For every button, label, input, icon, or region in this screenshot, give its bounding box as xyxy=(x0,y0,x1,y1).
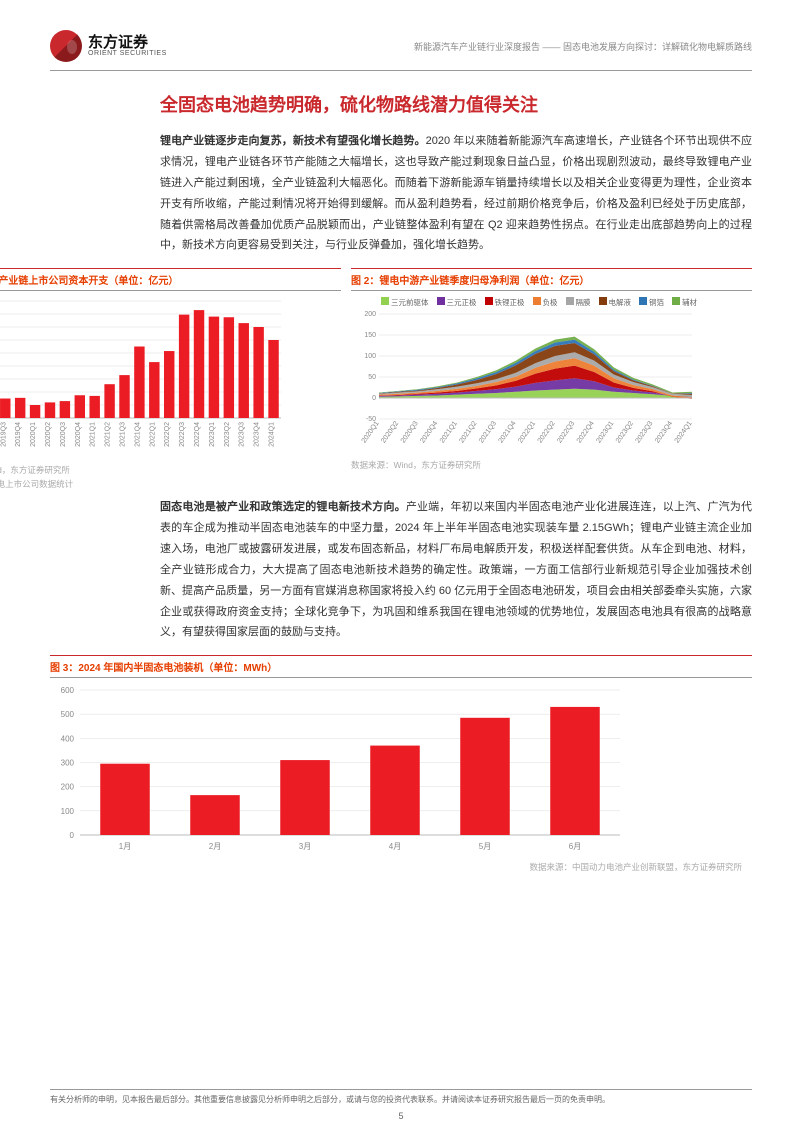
svg-text:1月: 1月 xyxy=(119,842,131,851)
svg-text:2020Q2: 2020Q2 xyxy=(45,422,52,447)
svg-text:2021Q3: 2021Q3 xyxy=(478,420,498,445)
svg-text:2020Q3: 2020Q3 xyxy=(400,420,420,445)
paragraph-2: 固态电池是被产业和政策选定的锂电新技术方向。产业端，年初以来国内半固态电池产业化… xyxy=(160,497,752,643)
page-header: 东方证券 ORIENT SECURITIES 新能源汽车产业链行业深度报告 ——… xyxy=(50,30,752,71)
paragraph-1: 锂电产业链逐步走向复苏，新技术有望强化增长趋势。2020 年以来随着新能源汽车高… xyxy=(160,131,752,256)
svg-text:2月: 2月 xyxy=(209,842,221,851)
page-number: 5 xyxy=(0,1111,802,1121)
svg-text:2022Q3: 2022Q3 xyxy=(179,422,186,447)
svg-text:4月: 4月 xyxy=(389,842,401,851)
svg-text:500: 500 xyxy=(61,711,75,720)
svg-text:3月: 3月 xyxy=(299,842,311,851)
svg-text:5月: 5月 xyxy=(479,842,491,851)
svg-text:2021Q2: 2021Q2 xyxy=(105,422,112,447)
svg-text:2024Q1: 2024Q1 xyxy=(674,420,694,445)
svg-text:2020Q1: 2020Q1 xyxy=(361,420,381,445)
chart2-title: 图 2：锂电中游产业链季度归母净利润（单位：亿元） xyxy=(351,268,752,291)
svg-text:2021Q3: 2021Q3 xyxy=(120,422,127,447)
svg-text:2023Q4: 2023Q4 xyxy=(654,420,674,445)
svg-text:100: 100 xyxy=(61,807,75,816)
chart2-container: 图 2：锂电中游产业链季度归母净利润（单位：亿元） 三元前驱体三元正极铁锂正极负… xyxy=(351,268,752,491)
chart2-svg: -500501001502002020Q12020Q22020Q32020Q42… xyxy=(351,310,752,455)
svg-text:2020Q3: 2020Q3 xyxy=(60,422,67,447)
chart3-container: 图 3：2024 年国内半固态电池装机（单位：MWh） 0 100 200 300 40… xyxy=(0,655,752,874)
chart3-title: 图 3：2024 年国内半固态电池装机（单位：MWh） xyxy=(50,655,752,678)
svg-text:2023Q4: 2023Q4 xyxy=(254,422,261,447)
chart1-source: 数据来源：Wind，东方证券研究所 xyxy=(0,465,341,477)
svg-text:600: 600 xyxy=(61,686,75,695)
svg-text:2024Q1: 2024Q1 xyxy=(269,422,276,447)
para1-body: 2020 年以来随着新能源汽车高速增长，产业链各个环节出现供不应求情况，锂电产业… xyxy=(160,135,752,251)
svg-text:50: 50 xyxy=(368,374,376,381)
svg-text:2020Q2: 2020Q2 xyxy=(380,420,400,445)
para1-lead: 锂电产业链逐步走向复苏，新技术有望强化增长趋势。 xyxy=(160,135,426,147)
logo-icon xyxy=(50,30,82,62)
svg-text:2021Q4: 2021Q4 xyxy=(134,422,141,447)
chart2-legend: 三元前驱体三元正极铁锂正极负极隔膜电解液铜箔辅材 xyxy=(351,295,752,310)
svg-text:100: 100 xyxy=(364,353,376,360)
svg-text:2020Q1: 2020Q1 xyxy=(30,422,37,447)
svg-text:0: 0 xyxy=(70,831,75,840)
svg-text:2022Q1: 2022Q1 xyxy=(517,420,537,445)
footer-disclaimer: 有关分析师的申明，见本报告最后部分。其他重要信息披露见分析师申明之后部分，或请与… xyxy=(50,1089,752,1105)
svg-text:200: 200 xyxy=(61,783,75,792)
chart3-source: 数据来源：中国动力电池产业创新联盟，东方证券研究所 xyxy=(0,862,752,874)
logo-text-en: ORIENT SECURITIES xyxy=(88,50,167,57)
svg-text:150: 150 xyxy=(364,332,376,339)
svg-text:2021Q1: 2021Q1 xyxy=(439,420,459,445)
chart1-title: 图 1：锂电池产业链上市公司资本开支（单位：亿元） xyxy=(0,268,341,291)
svg-text:6月: 6月 xyxy=(569,842,581,851)
svg-text:2022Q2: 2022Q2 xyxy=(164,422,171,447)
logo: 东方证券 ORIENT SECURITIES xyxy=(50,30,167,62)
svg-text:2023Q2: 2023Q2 xyxy=(224,422,231,447)
svg-text:2023Q3: 2023Q3 xyxy=(634,420,654,445)
svg-text:2020Q4: 2020Q4 xyxy=(419,420,439,445)
svg-text:2022Q4: 2022Q4 xyxy=(576,420,596,445)
svg-text:2023Q1: 2023Q1 xyxy=(209,422,216,447)
header-meta: 新能源汽车产业链行业深度报告 —— 固态电池发展方向探讨：详解硫化物电解质路线 xyxy=(414,40,752,53)
svg-text:200: 200 xyxy=(364,311,376,318)
para2-body: 产业端，年初以来国内半固态电池产业化进展连连，以上汽、广汽为代表的车企成为推动半… xyxy=(160,501,752,638)
svg-text:2019Q4: 2019Q4 xyxy=(15,422,22,447)
svg-text:2022Q1: 2022Q1 xyxy=(149,422,156,447)
svg-text:300: 300 xyxy=(61,759,75,768)
svg-text:400: 400 xyxy=(61,735,75,744)
svg-text:2023Q3: 2023Q3 xyxy=(239,422,246,447)
svg-text:2022Q3: 2022Q3 xyxy=(556,420,576,445)
para2-lead: 固态电池是被产业和政策选定的锂电新技术方向。 xyxy=(160,501,406,513)
svg-text:2023Q1: 2023Q1 xyxy=(595,420,615,445)
svg-text:2022Q2: 2022Q2 xyxy=(537,420,557,445)
logo-text-cn: 东方证券 xyxy=(88,35,167,50)
chart2-source: 数据来源：Wind，东方证券研究所 xyxy=(351,460,752,472)
chart1-container: 图 1：锂电池产业链上市公司资本开支（单位：亿元） 01002003004005… xyxy=(0,268,341,491)
svg-text:2021Q1: 2021Q1 xyxy=(90,422,97,447)
svg-text:2023Q2: 2023Q2 xyxy=(615,420,635,445)
chart1-svg: 01002003004005006007008009002019Q12019Q2… xyxy=(0,295,341,460)
svg-text:2021Q2: 2021Q2 xyxy=(458,420,478,445)
svg-text:2021Q4: 2021Q4 xyxy=(498,420,518,445)
svg-text:2020Q4: 2020Q4 xyxy=(75,422,82,447)
chart1-note: 注：据 57 家锂电上市公司数据统计 xyxy=(0,479,341,491)
chart3-svg: 0 100 200 300 400 500 600 1月 2月 3月 4月 5月 6月 xyxy=(0,682,752,857)
svg-text:2019Q3: 2019Q3 xyxy=(0,422,7,447)
section-title: 全固态电池趋势明确，硫化物路线潜力值得关注 xyxy=(160,91,752,117)
svg-text:0: 0 xyxy=(372,395,376,402)
svg-text:2022Q4: 2022Q4 xyxy=(194,422,201,447)
